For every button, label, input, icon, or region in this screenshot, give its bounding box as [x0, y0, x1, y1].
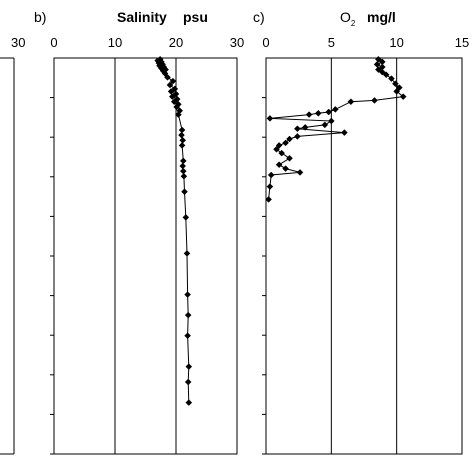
panel-b-data-point [184, 332, 191, 340]
panel-c-profile-line [268, 58, 405, 200]
panel-b-label: b) [34, 9, 46, 25]
panel-b-x-tick-label: 0 [50, 35, 57, 50]
panel-c-data-point [275, 161, 283, 169]
panel-c-data-point [282, 139, 289, 147]
panel-b-unit: psu [183, 9, 208, 25]
panel-b-data-point [169, 77, 177, 85]
panel-c-data-point [286, 135, 293, 143]
panel-c-oxygen: c) O2 mg/l 0 5 10 15 [253, 9, 469, 455]
panel-c-data-point [341, 129, 348, 136]
panel-c-data-point [375, 55, 382, 63]
panel-c-data-point [266, 115, 274, 122]
panel-b-title: Salinity [117, 9, 167, 25]
panel-c-data-point [314, 109, 322, 117]
panel-c-data-point [305, 111, 313, 118]
panel-c-data-point [265, 196, 272, 203]
panel-c-data-point [325, 108, 333, 116]
panel-b-data-point [179, 157, 187, 165]
panel-c-data-point [378, 68, 386, 76]
panel-c-title-main: O [340, 9, 351, 25]
panel-b-data-point [170, 98, 178, 106]
panel-b-data-point [183, 250, 191, 257]
panel-c-data-point [267, 171, 275, 179]
panel-b-data-point [167, 88, 175, 95]
panel-c-data-point [294, 133, 301, 140]
panel-c-title: O2 [340, 9, 356, 28]
panel-c-x-tick-label: 10 [389, 35, 403, 50]
panel-c-data-point [388, 75, 395, 82]
panel-b-plot-frame [53, 57, 238, 455]
panel-c-data-point [392, 80, 399, 88]
panel-b-data-point [179, 136, 187, 144]
panel-b-x-tick-label: 30 [230, 35, 244, 50]
panel-b-data-point [181, 188, 188, 196]
panel-c-unit: mg/l [367, 9, 396, 25]
panel-c-data-point [296, 169, 304, 176]
panel-c-data-point [275, 142, 283, 149]
panel-c-data-point [382, 71, 390, 79]
panel-b-profile-line [156, 58, 190, 403]
panel-b-data-point [178, 131, 185, 139]
panel-c-data-point [273, 145, 280, 153]
panel-b-x-tick-label: 20 [169, 35, 183, 50]
panel-c-plot-frame [265, 57, 463, 455]
panel-b-data-point [179, 162, 187, 170]
panel-c-x-tick-label: 0 [262, 35, 269, 50]
panel-c-data-point [375, 66, 382, 73]
panel-b-data-point [184, 311, 192, 319]
panel-c-data-point [282, 165, 289, 172]
panel-c-data-point [278, 149, 286, 157]
panel-c-data-point [371, 97, 378, 104]
panel-b-data-point [161, 70, 169, 77]
panel-c-x-tick-label: 5 [328, 35, 335, 50]
panel-c-data-point [294, 125, 301, 133]
panel-a-tick-label: 30 [11, 35, 25, 50]
panel-b-data-point [175, 111, 182, 118]
panel-b-data-point [173, 103, 180, 111]
panel-b-data-point [166, 81, 174, 89]
panel-b-data-point [185, 363, 193, 370]
panel-c-data-point [331, 106, 339, 113]
panel-c-data-point [395, 84, 403, 91]
panel-c-data-point [286, 154, 293, 162]
panel-c-label: c) [253, 9, 265, 25]
panel-a: 30 [0, 35, 25, 455]
panel-c-data-point [266, 183, 274, 190]
panel-b-data-point [180, 172, 188, 180]
panel-c-data-point [301, 124, 309, 131]
panel-b-data-point [178, 126, 186, 134]
panel-b-data-point [164, 73, 171, 81]
panel-c-data-point [393, 88, 401, 95]
panel-c-data-point [347, 98, 355, 106]
panel-b-data-point [168, 93, 176, 100]
panel-c-data-point [327, 117, 335, 125]
panel-b-x-tick-label: 10 [108, 35, 122, 50]
panel-b-data-point [179, 167, 187, 175]
panel-b-data-point [178, 142, 186, 149]
panel-c-data-point [399, 93, 407, 100]
panel-b-data-point [182, 214, 190, 221]
panel-c-data-point [321, 121, 329, 129]
panel-b-data-point [184, 378, 192, 386]
panel-c-x-tick-label: 15 [455, 35, 469, 50]
panel-b-data-point [185, 399, 193, 406]
panel-c-title-subscript: 2 [351, 19, 356, 28]
panel-b-data-point [184, 291, 191, 298]
panel-b-salinity: b) Salinity psu 0 10 20 30 [34, 9, 244, 455]
panel-c-data-point [373, 61, 381, 68]
